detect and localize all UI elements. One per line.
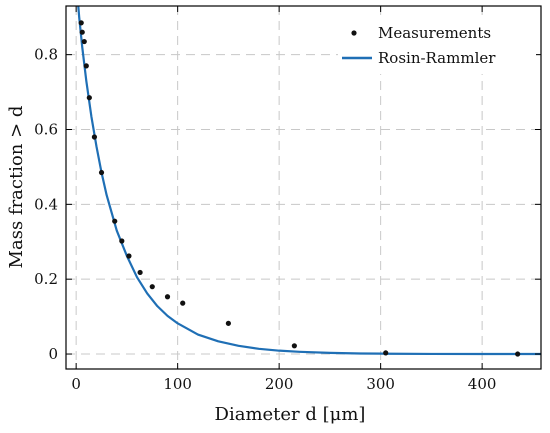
x-axis-title: Diameter d [μm] xyxy=(215,404,366,425)
x-tick-label: 200 xyxy=(265,375,294,393)
y-tick-label: 0.6 xyxy=(34,120,58,138)
measurement-point xyxy=(137,269,143,276)
measurement-point xyxy=(91,134,98,140)
measurement-point xyxy=(78,20,84,26)
measurement-point xyxy=(291,343,297,349)
axis-ticks xyxy=(66,6,541,369)
measurement-point xyxy=(180,300,186,306)
measurement-point xyxy=(225,320,231,326)
legend-marker-measurements xyxy=(351,30,357,36)
fit-curve-layer xyxy=(77,6,541,356)
measurement-point xyxy=(86,95,92,101)
legend-label-rosin-rammler: Rosin-Rammler xyxy=(378,49,496,67)
measurement-point xyxy=(81,38,87,45)
legend-label-measurements: Measurements xyxy=(378,24,491,42)
x-tick-label: 0 xyxy=(71,375,81,393)
measurement-point xyxy=(83,63,89,69)
plot-frame xyxy=(65,5,542,370)
legend: Measurements Rosin-Rammler xyxy=(338,16,536,74)
measurement-point xyxy=(383,350,389,356)
measurement-point xyxy=(126,253,132,259)
measurement-point xyxy=(98,169,105,176)
legend-background xyxy=(338,16,536,74)
y-tick-labels: 0 0.2 0.4 0.6 0.8 xyxy=(34,46,58,363)
measurement-point xyxy=(515,351,521,357)
measurement-point xyxy=(112,218,118,224)
y-tick-label: 0 xyxy=(48,345,58,363)
y-tick-label: 0.2 xyxy=(34,270,58,288)
x-tick-label: 100 xyxy=(163,375,192,393)
y-tick-label: 0.8 xyxy=(34,46,58,64)
x-tick-label: 300 xyxy=(366,375,395,393)
y-tick-label: 0.4 xyxy=(34,195,58,213)
rosin-rammler-curve xyxy=(77,6,541,356)
measurement-point xyxy=(119,238,125,244)
measurement-point xyxy=(149,284,155,290)
measurement-point xyxy=(79,29,85,35)
x-tick-labels: 0 100 200 300 400 xyxy=(71,375,496,393)
measurement-point xyxy=(164,294,171,300)
measurement-points-layer xyxy=(78,20,521,357)
x-tick-label: 400 xyxy=(468,375,497,393)
y-axis-title: Mass fraction > d xyxy=(6,106,27,269)
